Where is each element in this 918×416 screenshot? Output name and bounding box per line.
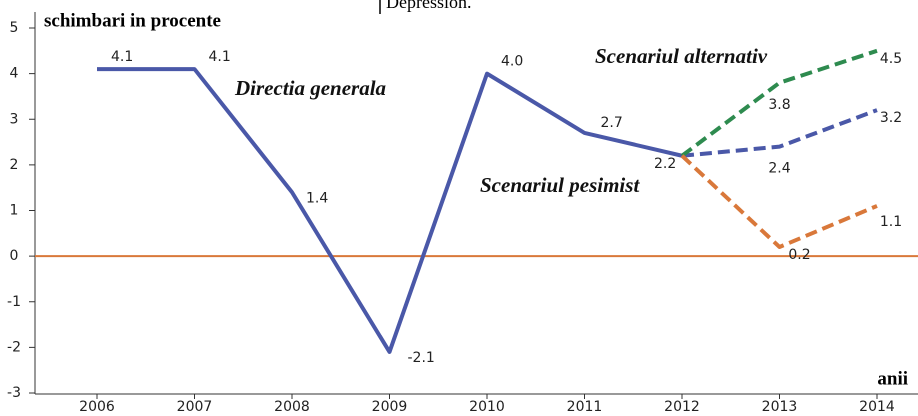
y-tick-label: 2 xyxy=(10,157,19,173)
data-label: 4.1 xyxy=(111,49,133,65)
data-label: 2.7 xyxy=(601,115,623,131)
data-label: 3.2 xyxy=(880,110,902,126)
series-name: Scenariul pesimist xyxy=(480,173,640,197)
data-label: 4.0 xyxy=(501,54,523,70)
series-line xyxy=(681,108,878,158)
series-name: Scenariul alternativ xyxy=(595,44,768,68)
data-label: 0.2 xyxy=(788,247,810,263)
data-label: 2.4 xyxy=(768,161,790,177)
y-tick-label: -1 xyxy=(7,294,21,310)
y-axis-label: schimbari in procente xyxy=(44,10,221,31)
header-note: Depression. xyxy=(386,0,471,12)
y-tick-label: 0 xyxy=(10,248,19,264)
series-line xyxy=(680,154,878,249)
x-tick-label: 2014 xyxy=(859,399,895,415)
x-tick-label: 2012 xyxy=(664,399,700,415)
x-tick-label: 2009 xyxy=(372,399,408,415)
series-name: Directia generala xyxy=(234,76,386,100)
x-tick-label: 2010 xyxy=(469,399,505,415)
y-tick-label: 4 xyxy=(10,66,19,82)
y-tick-label: 3 xyxy=(10,111,19,127)
data-label: 1.1 xyxy=(880,214,902,230)
x-tick-label: 2013 xyxy=(762,399,798,415)
x-tick-label: 2008 xyxy=(274,399,310,415)
x-axis-label: anii xyxy=(877,368,908,389)
y-tick-label: 5 xyxy=(10,20,19,36)
series-line xyxy=(680,48,878,158)
x-tick-label: 2011 xyxy=(567,399,603,415)
data-label: 4.1 xyxy=(209,49,231,65)
series-line xyxy=(97,67,683,354)
y-tick-label: -2 xyxy=(7,339,21,355)
y-tick-label: 1 xyxy=(10,203,19,219)
x-tick-label: 2007 xyxy=(177,399,213,415)
data-label: 3.8 xyxy=(768,97,790,113)
data-label: 2.2 xyxy=(654,156,676,172)
data-label: 1.4 xyxy=(306,190,328,206)
data-label: -2.1 xyxy=(408,350,435,366)
y-tick-label: -3 xyxy=(7,385,21,401)
x-tick-label: 2006 xyxy=(79,399,115,415)
data-label: 4.5 xyxy=(880,51,902,67)
